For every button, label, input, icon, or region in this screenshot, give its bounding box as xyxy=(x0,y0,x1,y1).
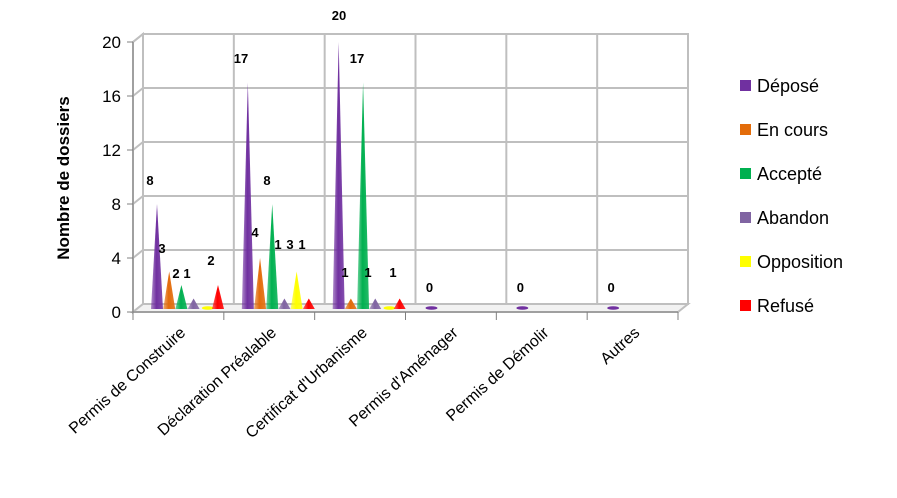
y-tick-label: 20 xyxy=(102,33,121,52)
data-label: 4 xyxy=(251,225,259,240)
data-label: 3 xyxy=(158,241,165,256)
legend-label: En cours xyxy=(757,120,828,140)
y-tick-label: 0 xyxy=(112,303,121,322)
bar-opposition xyxy=(290,271,303,309)
bar-refuse xyxy=(393,298,406,309)
data-label: 17 xyxy=(350,51,364,66)
y-tick-labels: 0 4 8 12 16 20 xyxy=(102,33,121,322)
side-wall xyxy=(132,31,144,315)
bar-accepte xyxy=(266,204,279,309)
data-label: 1 xyxy=(298,237,305,252)
bar-abandon xyxy=(187,298,200,309)
legend-swatch xyxy=(740,256,751,267)
bar-depose xyxy=(332,42,345,309)
data-label: 0 xyxy=(517,280,524,295)
bar-depose xyxy=(241,82,254,309)
legend-item-refuse: Refusé xyxy=(740,296,814,316)
legend-label: Déposé xyxy=(757,76,819,96)
legend-swatch xyxy=(740,168,751,179)
axes xyxy=(127,41,679,320)
plot-walls xyxy=(130,31,691,315)
data-label: 8 xyxy=(146,173,153,188)
data-label: 20 xyxy=(332,8,346,23)
bar-accepte xyxy=(175,285,188,309)
data-label: 1 xyxy=(364,265,371,280)
bars xyxy=(151,42,620,310)
data-label: 1 xyxy=(341,265,348,280)
bar-en-cours xyxy=(344,298,357,309)
data-label: 1 xyxy=(389,265,396,280)
legend-swatch xyxy=(740,212,751,223)
legend: Déposé En cours Accepté Abandon Opposition Re… xyxy=(740,76,843,316)
legend-label: Refusé xyxy=(757,296,814,316)
bar-opposition xyxy=(383,306,396,310)
data-label: 1 xyxy=(183,266,190,281)
data-label: 17 xyxy=(234,51,248,66)
legend-item-abandon: Abandon xyxy=(740,208,829,228)
data-label: 1 xyxy=(274,237,281,252)
legend-swatch xyxy=(740,80,751,91)
bar-depose xyxy=(516,306,529,310)
bar-en-cours xyxy=(163,271,176,309)
bar-refuse xyxy=(212,285,224,309)
bar-refuse xyxy=(302,298,315,309)
legend-item-en-cours: En cours xyxy=(740,120,828,140)
data-label: 2 xyxy=(207,253,214,268)
y-tick-label: 16 xyxy=(102,87,121,106)
data-label: 3 xyxy=(286,237,293,252)
y-tick-label: 8 xyxy=(112,195,121,214)
y-tick-label: 12 xyxy=(102,141,121,160)
bar-depose xyxy=(607,306,620,310)
data-label: 0 xyxy=(608,280,615,295)
category-label: Permis de Démolir xyxy=(443,324,553,425)
y-tick-label: 4 xyxy=(112,249,121,268)
gridlines xyxy=(132,33,689,304)
category-label: Autres xyxy=(598,324,644,368)
bar-opposition xyxy=(201,306,214,310)
bar-depose xyxy=(151,204,163,309)
legend-swatch xyxy=(740,300,751,311)
bar-accepte xyxy=(357,82,370,309)
data-label: 2 xyxy=(172,266,179,281)
data-label: 8 xyxy=(263,173,270,188)
bar-abandon xyxy=(369,298,382,309)
bar-abandon xyxy=(278,298,291,309)
legend-label: Abandon xyxy=(757,208,829,228)
legend-label: Accepté xyxy=(757,164,822,184)
legend-item-depose: Déposé xyxy=(740,76,819,96)
legend-swatch xyxy=(740,124,751,135)
legend-item-opposition: Opposition xyxy=(740,252,843,272)
data-label: 0 xyxy=(426,280,433,295)
legend-label: Opposition xyxy=(757,252,843,272)
bar-en-cours xyxy=(254,258,267,309)
legend-item-accepte: Accepté xyxy=(740,164,822,184)
bar-depose xyxy=(425,306,438,310)
y-axis-label: Nombre de dossiers xyxy=(54,96,73,259)
